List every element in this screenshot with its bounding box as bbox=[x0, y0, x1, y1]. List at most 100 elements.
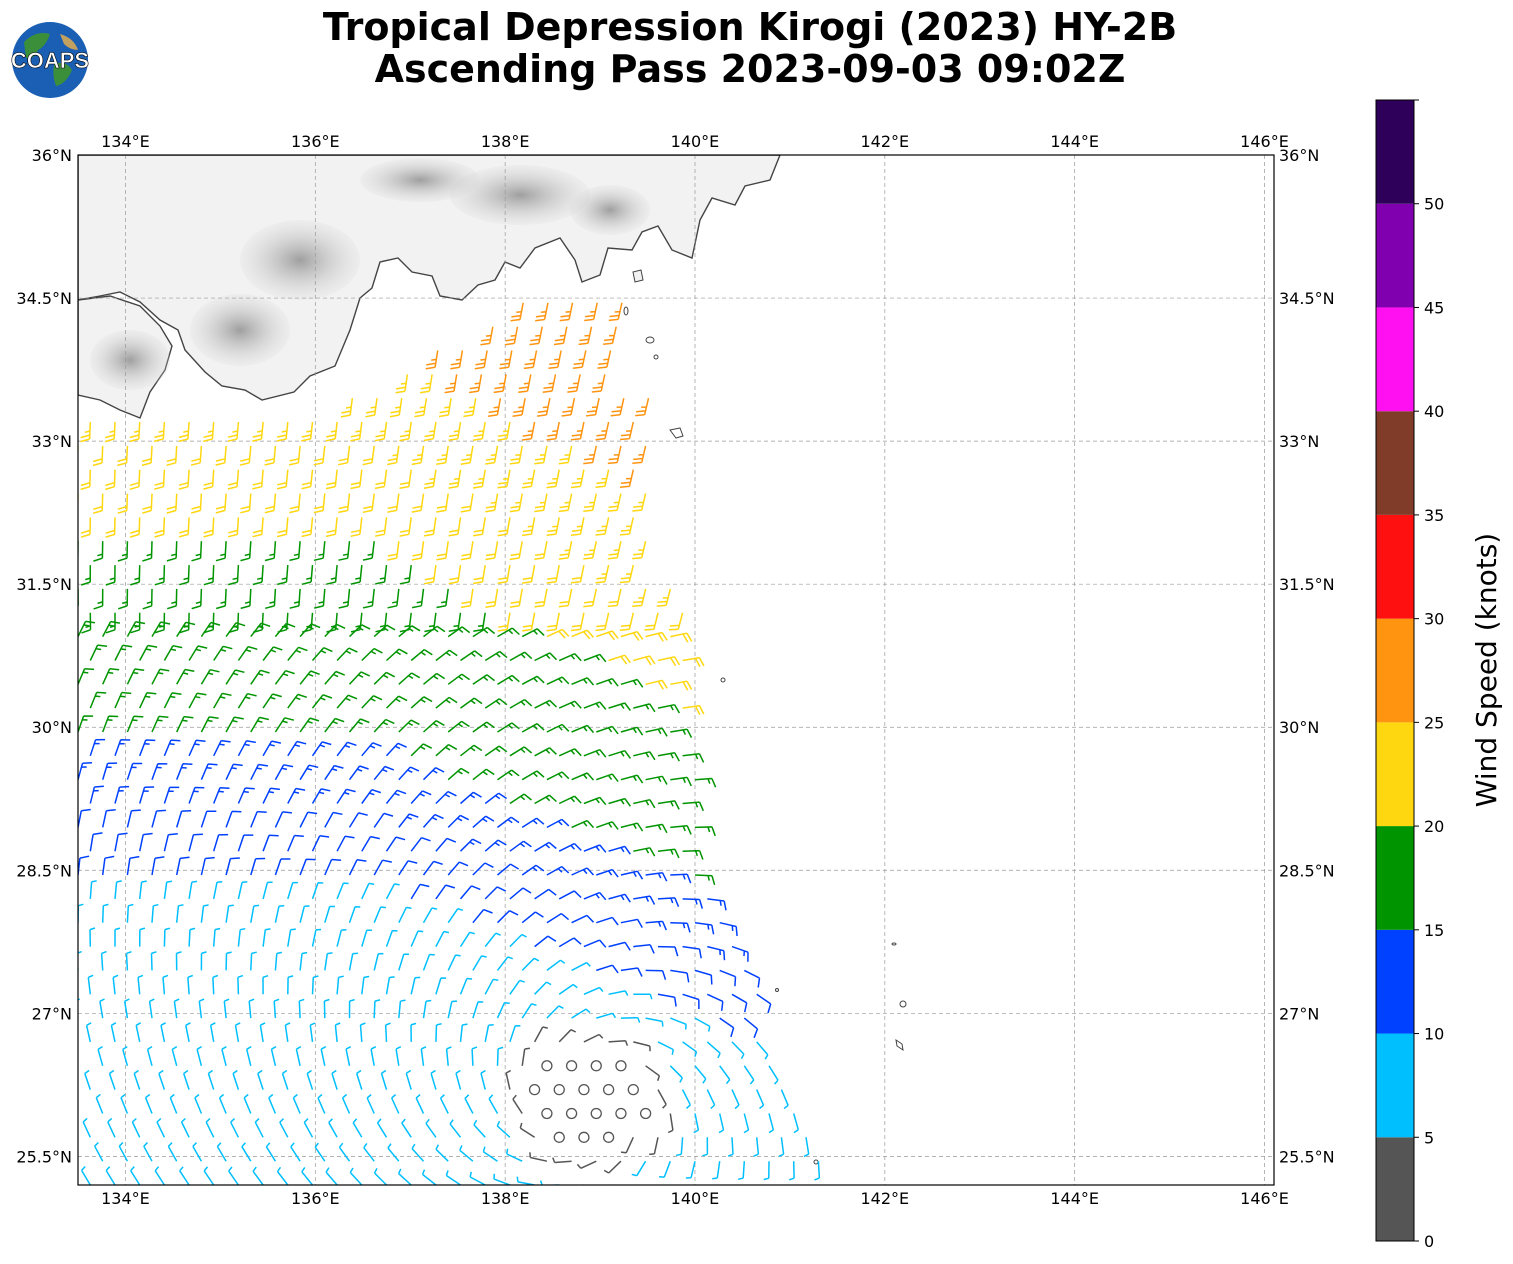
wind-barb bbox=[469, 1171, 486, 1185]
wind-barb bbox=[237, 740, 256, 757]
wind-barb bbox=[398, 719, 420, 733]
wind-barb bbox=[480, 326, 494, 346]
wind-barb bbox=[595, 564, 610, 584]
wind-barb bbox=[497, 627, 520, 638]
colorbar-bin bbox=[1376, 1137, 1414, 1241]
wind-barb bbox=[373, 624, 396, 638]
wind-barb bbox=[472, 862, 494, 876]
wind-barb bbox=[509, 887, 532, 900]
wind-barb bbox=[523, 350, 538, 370]
wind-barb bbox=[668, 612, 684, 631]
wind-barb bbox=[755, 1184, 757, 1185]
wind-barb bbox=[497, 863, 519, 876]
calm-wind-marker bbox=[627, 1083, 639, 1096]
wind-barb bbox=[484, 978, 499, 995]
wind-barb bbox=[299, 905, 310, 923]
wind-barb bbox=[355, 1069, 363, 1090]
wind-barb bbox=[104, 421, 116, 443]
wind-barb bbox=[803, 1137, 810, 1158]
wind-barb bbox=[167, 1142, 178, 1162]
wind-barb bbox=[336, 788, 356, 804]
wind-barb bbox=[694, 1065, 707, 1084]
wind-barb bbox=[137, 974, 144, 995]
wind-barb bbox=[350, 421, 363, 442]
wind-barb bbox=[92, 445, 104, 467]
wind-barb bbox=[421, 1169, 437, 1185]
wind-barb bbox=[548, 350, 562, 370]
wind-barb bbox=[163, 644, 183, 661]
wind-barb bbox=[447, 814, 470, 828]
wind-barb bbox=[521, 1047, 531, 1066]
wind-barb bbox=[682, 704, 705, 716]
wind-barb bbox=[114, 691, 132, 709]
wind-barb bbox=[570, 421, 585, 441]
lon-tick-label-top: 134°E bbox=[101, 132, 150, 151]
wind-barb bbox=[89, 644, 108, 661]
lon-tick-label-bottom: 146°E bbox=[1240, 1189, 1289, 1208]
wind-barb bbox=[252, 517, 264, 538]
wind-barb bbox=[399, 421, 412, 442]
wind-barb bbox=[276, 1166, 289, 1185]
lon-tick-label-top: 140°E bbox=[671, 132, 720, 151]
colorbar-tick-label: 25 bbox=[1424, 713, 1444, 732]
wind-barb bbox=[670, 969, 690, 983]
wind-barb bbox=[727, 1137, 734, 1157]
wind-barb bbox=[373, 999, 381, 1019]
wind-barb bbox=[667, 1113, 674, 1134]
calm-wind-marker bbox=[578, 1131, 590, 1143]
wind-barb bbox=[166, 588, 178, 610]
wind-barb bbox=[521, 864, 545, 876]
wind-barb bbox=[175, 810, 192, 828]
wind-barb bbox=[398, 813, 419, 828]
wind-barb bbox=[361, 975, 370, 995]
wind-barb bbox=[608, 893, 631, 903]
wind-barb bbox=[89, 832, 103, 852]
calm-wind-marker bbox=[615, 1107, 627, 1120]
wind-barb bbox=[756, 993, 772, 1014]
wind-barb bbox=[546, 517, 560, 537]
wind-barb bbox=[387, 1143, 400, 1162]
wind-barb bbox=[558, 445, 573, 465]
wind-barb bbox=[341, 1093, 351, 1114]
wind-barb bbox=[422, 999, 432, 1019]
wind-barb bbox=[607, 541, 622, 560]
lon-tick-label-top: 138°E bbox=[481, 132, 530, 151]
wind-barb bbox=[180, 1117, 190, 1138]
wind-barb bbox=[423, 720, 445, 733]
wind-barb bbox=[448, 517, 462, 537]
wind-barb bbox=[166, 541, 178, 562]
wind-barb bbox=[719, 969, 737, 987]
wind-barb bbox=[257, 1069, 264, 1090]
wind-barb bbox=[670, 873, 692, 884]
wind-barb bbox=[657, 800, 680, 810]
wind-barb bbox=[348, 859, 367, 876]
wind-barb bbox=[546, 723, 570, 733]
wind-barb bbox=[94, 1141, 104, 1162]
wind-barb bbox=[176, 621, 196, 638]
lon-tick-label-top: 136°E bbox=[291, 132, 340, 151]
wind-barb bbox=[633, 944, 655, 954]
wind-barb bbox=[509, 746, 533, 757]
wind-barb bbox=[395, 1046, 402, 1066]
wind-barb bbox=[460, 493, 474, 513]
wind-barb bbox=[338, 1142, 351, 1162]
wind-barb bbox=[472, 421, 486, 441]
colorbar-tick-label: 0 bbox=[1424, 1232, 1434, 1251]
wind-barb bbox=[213, 692, 232, 709]
wind-barb bbox=[493, 374, 507, 394]
wind-barb bbox=[250, 622, 271, 638]
wind-barb bbox=[608, 941, 631, 951]
wind-barb bbox=[188, 692, 207, 709]
wind-barb bbox=[649, 1137, 659, 1156]
wind-barb bbox=[620, 421, 635, 441]
wind-barb bbox=[205, 1117, 215, 1138]
wind-barb bbox=[101, 715, 119, 733]
coaps-logo: COAPS bbox=[11, 22, 89, 98]
wind-barb bbox=[572, 350, 587, 369]
wind-barb bbox=[163, 833, 178, 852]
wind-barb bbox=[595, 517, 610, 536]
wind-barb bbox=[311, 647, 333, 661]
wind-barb bbox=[395, 374, 409, 394]
wind-barb bbox=[546, 676, 570, 685]
colorbar-bin bbox=[1376, 618, 1414, 723]
